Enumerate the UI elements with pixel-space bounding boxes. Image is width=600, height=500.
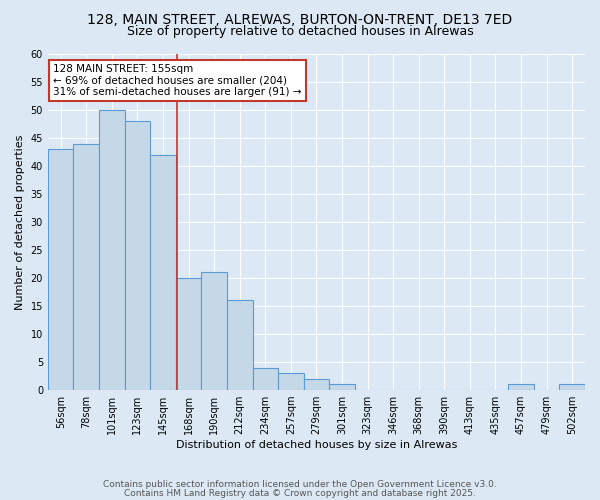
- Bar: [559, 384, 585, 390]
- Bar: [329, 384, 355, 390]
- Bar: [278, 374, 304, 390]
- X-axis label: Distribution of detached houses by size in Alrewas: Distribution of detached houses by size …: [176, 440, 457, 450]
- Bar: [508, 384, 534, 390]
- Bar: [253, 368, 278, 390]
- Y-axis label: Number of detached properties: Number of detached properties: [15, 134, 25, 310]
- Text: Contains HM Land Registry data © Crown copyright and database right 2025.: Contains HM Land Registry data © Crown c…: [124, 488, 476, 498]
- Bar: [150, 155, 176, 390]
- Bar: [125, 121, 150, 390]
- Text: 128, MAIN STREET, ALREWAS, BURTON-ON-TRENT, DE13 7ED: 128, MAIN STREET, ALREWAS, BURTON-ON-TRE…: [88, 12, 512, 26]
- Bar: [202, 272, 227, 390]
- Bar: [176, 278, 202, 390]
- Bar: [73, 144, 99, 390]
- Bar: [99, 110, 125, 390]
- Text: 128 MAIN STREET: 155sqm
← 69% of detached houses are smaller (204)
31% of semi-d: 128 MAIN STREET: 155sqm ← 69% of detache…: [53, 64, 302, 98]
- Text: Contains public sector information licensed under the Open Government Licence v3: Contains public sector information licen…: [103, 480, 497, 489]
- Bar: [227, 300, 253, 390]
- Text: Size of property relative to detached houses in Alrewas: Size of property relative to detached ho…: [127, 25, 473, 38]
- Bar: [48, 149, 73, 390]
- Bar: [304, 379, 329, 390]
